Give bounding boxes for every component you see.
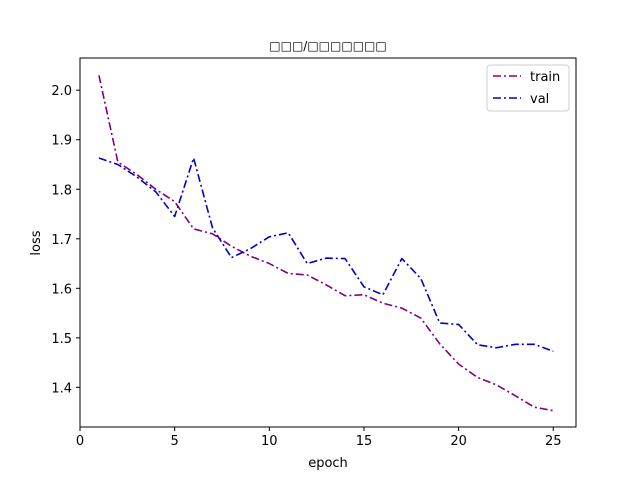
x-tick-label: 20 — [450, 434, 467, 449]
y-tick-label: 1.8 — [51, 183, 72, 198]
y-axis-label: loss — [29, 230, 44, 255]
x-axis-label: epoch — [308, 456, 348, 471]
x-axis: 0 5 10 15 20 25 — [76, 427, 562, 449]
x-tick-label: 0 — [76, 434, 84, 449]
plot-area — [79, 57, 577, 428]
legend: train val — [486, 64, 570, 112]
x-tick-label: 5 — [171, 434, 179, 449]
x-tick-label: 10 — [261, 434, 278, 449]
y-tick-label: 2.0 — [51, 84, 72, 99]
x-tick-label: 25 — [545, 434, 562, 449]
y-tick-label: 1.6 — [51, 282, 72, 297]
series-line-train — [98, 75, 554, 412]
y-tick-label: 1.5 — [51, 332, 72, 347]
y-tick-label: 1.4 — [51, 381, 72, 396]
y-tick-label: 1.7 — [51, 233, 72, 248]
legend-label-train: train — [530, 70, 560, 85]
chart-title: □□□/□□□□□□□ — [269, 39, 386, 53]
x-tick-label: 15 — [356, 434, 373, 449]
legend-label-val: val — [530, 92, 549, 107]
y-tick-label: 1.9 — [51, 134, 72, 149]
series-layer — [98, 75, 554, 412]
series-line-val — [98, 157, 554, 352]
legend-box — [486, 64, 570, 112]
y-axis: 1.4 1.5 1.6 1.7 1.8 1.9 2.0 — [51, 84, 80, 396]
